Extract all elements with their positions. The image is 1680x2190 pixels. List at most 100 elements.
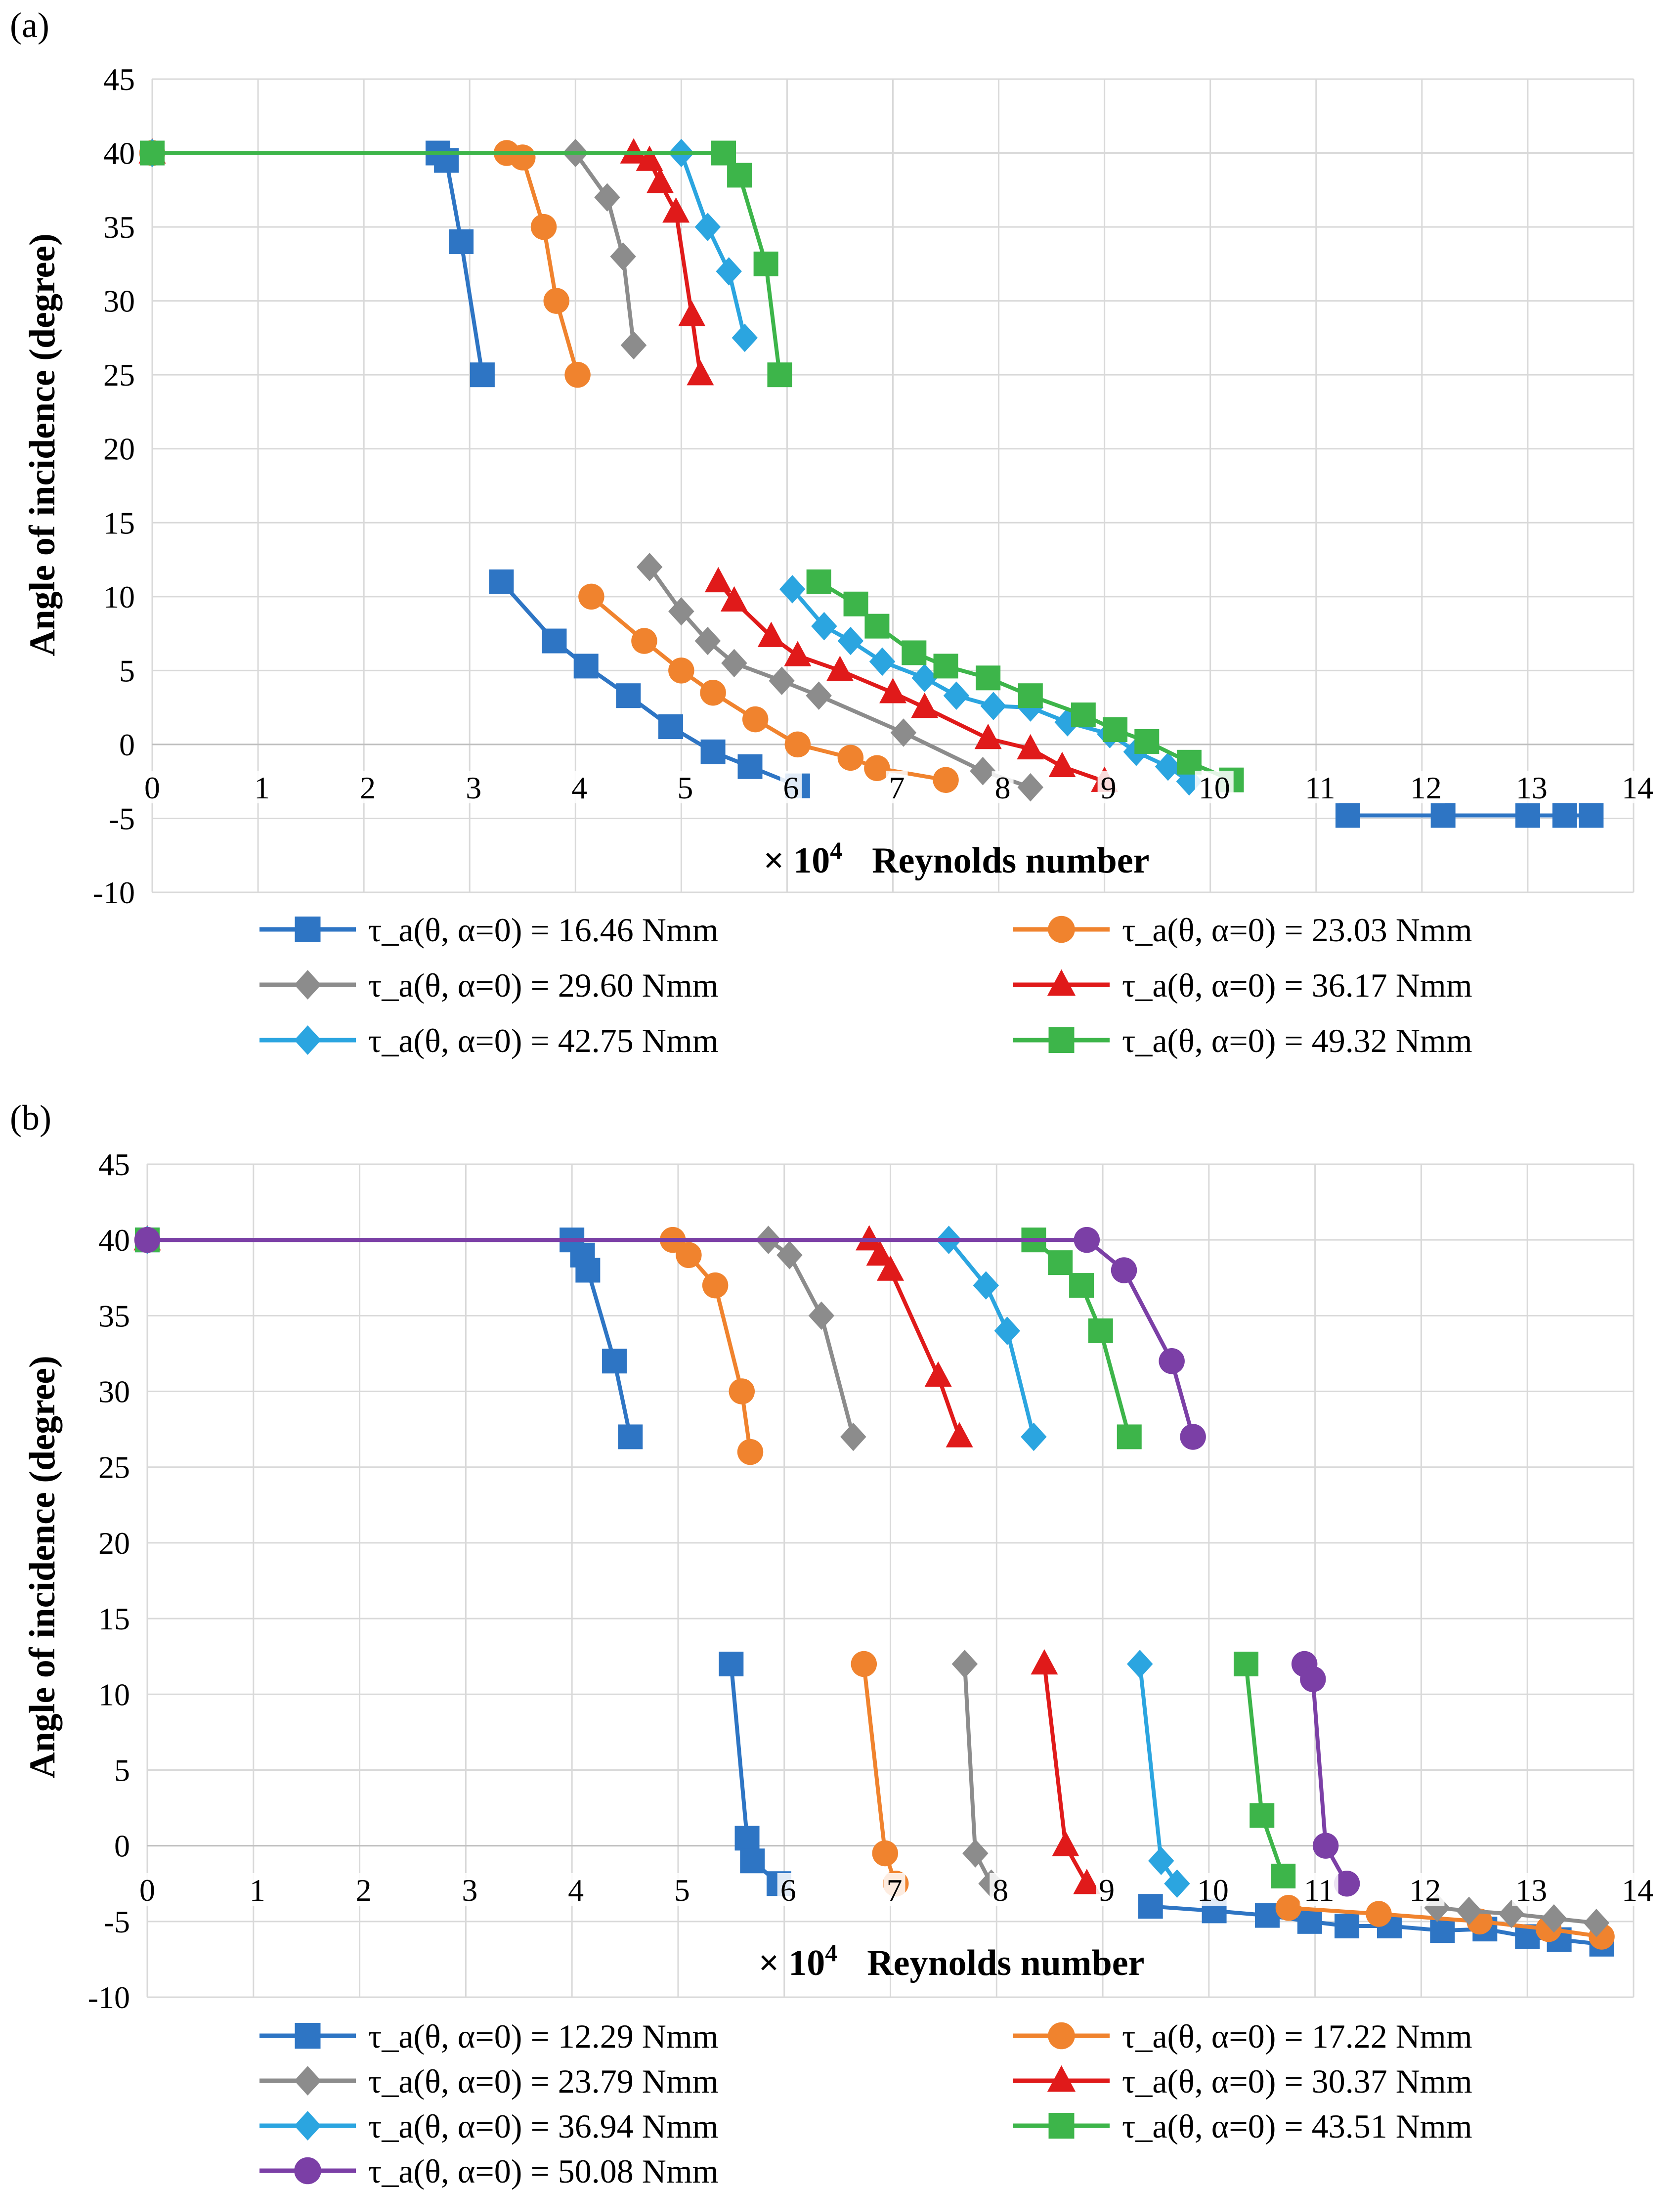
x-tick-label: 9: [1099, 1873, 1115, 1908]
legend-marker: [1048, 2022, 1075, 2050]
series-6: [140, 140, 1244, 792]
series-4: [133, 1225, 1101, 1894]
y-tick-label: 35: [98, 1298, 130, 1333]
legend-label: τ_a(θ, α=0) = 43.51 Nmm: [1122, 2107, 1472, 2145]
legend-marker: [294, 1025, 321, 1055]
y-tick-label: 20: [103, 432, 135, 467]
data-point: [1456, 1896, 1482, 1926]
x-tick-label: 11: [1305, 770, 1335, 805]
legend-label: τ_a(θ, α=0) = 23.79 Nmm: [368, 2062, 719, 2100]
y-tick-label: -5: [109, 801, 135, 836]
data-point: [1134, 729, 1160, 754]
data-point: [543, 288, 570, 314]
data-point: [687, 360, 714, 386]
data-point: [1103, 717, 1128, 742]
x-tick-label: 13: [1515, 1873, 1547, 1908]
data-point: [973, 1271, 999, 1300]
data-point: [837, 626, 864, 656]
x-tick-label: 3: [462, 1873, 477, 1908]
data-point: [1018, 683, 1043, 708]
y-tick-label: -10: [93, 875, 135, 910]
x-tick-bg: [459, 1873, 481, 1906]
data-point: [721, 649, 747, 678]
data-point: [1074, 1226, 1100, 1253]
data-point: [1249, 1803, 1275, 1828]
data-point: [976, 665, 1001, 691]
data-point: [1335, 1914, 1360, 1939]
x-tick-label: 8: [992, 1873, 1008, 1908]
data-point: [779, 575, 806, 604]
data-point: [732, 323, 758, 352]
data-point: [970, 756, 996, 786]
x-tick-label: 2: [360, 770, 376, 805]
data-point: [933, 767, 959, 793]
y-tick-label: 0: [114, 1829, 130, 1864]
x-tick-label: 4: [568, 1873, 584, 1908]
legend-label: τ_a(θ, α=0) = 30.37 Nmm: [1122, 2062, 1472, 2100]
x-tick-label: 7: [887, 1873, 903, 1908]
x-tick-label: 0: [139, 1873, 155, 1908]
data-point: [1300, 1666, 1326, 1692]
legend-item: τ_a(θ, α=0) = 42.75 Nmm: [259, 1022, 719, 1059]
data-point: [742, 706, 769, 733]
data-point: [1048, 751, 1076, 778]
series-2: [139, 140, 959, 793]
data-point: [1234, 1652, 1259, 1676]
data-point: [924, 1361, 952, 1387]
data-point: [610, 242, 636, 271]
series-1: [140, 140, 1604, 828]
data-point: [784, 641, 812, 666]
data-point: [864, 755, 890, 782]
legend-item: τ_a(θ, α=0) = 43.51 Nmm: [1013, 2107, 1472, 2145]
data-point: [578, 583, 604, 610]
data-point: [890, 718, 917, 747]
x-tick-bg: [565, 1873, 587, 1906]
data-point: [662, 197, 690, 223]
y-tick-label: 5: [114, 1752, 130, 1788]
data-point: [727, 163, 752, 188]
series-line: [147, 1238, 1131, 1438]
data-point: [943, 681, 970, 710]
data-point: [668, 597, 694, 626]
data-point: [602, 1349, 627, 1374]
x-tick-label: 4: [571, 770, 587, 805]
legend-label: τ_a(θ, α=0) = 29.60 Nmm: [368, 966, 719, 1004]
data-point: [140, 140, 165, 166]
panel-label: (a): [10, 5, 49, 45]
y-tick-label: 40: [98, 1223, 130, 1258]
data-point: [933, 654, 958, 679]
y-tick-label: 35: [103, 210, 135, 245]
x-tick-bg: [1512, 1873, 1551, 1906]
legend-marker: [295, 917, 321, 942]
x-tick-label: 6: [780, 1873, 796, 1908]
data-point: [636, 145, 663, 171]
y-tick-label: 45: [98, 1147, 130, 1182]
series-line: [147, 1238, 633, 1438]
legend-label: τ_a(θ, α=0) = 23.03 Nmm: [1122, 911, 1472, 949]
data-point: [594, 183, 620, 212]
series-5: [134, 1226, 1190, 1898]
series-line: [152, 151, 580, 376]
legend-marker: [294, 970, 321, 1000]
legend: τ_a(θ, α=0) = 16.46 Nmm τ_a(θ, α=0) = 23.…: [259, 911, 1472, 1059]
y-tick-label: 25: [98, 1450, 130, 1485]
data-point: [729, 1378, 755, 1404]
data-point: [1254, 1903, 1280, 1928]
data-point: [1126, 1650, 1153, 1678]
y-tick-label: 0: [119, 727, 135, 762]
data-point: [962, 1839, 989, 1868]
legend-item: τ_a(θ, α=0) = 36.94 Nmm: [259, 2107, 719, 2145]
data-point: [776, 1241, 803, 1270]
legend-marker: [295, 2023, 321, 2049]
x-tick-label: 12: [1410, 770, 1442, 805]
data-point: [1021, 1422, 1047, 1451]
data-point: [716, 257, 742, 286]
y-tick-label: -10: [88, 1980, 130, 2015]
legend-label: τ_a(θ, α=0) = 49.32 Nmm: [1122, 1022, 1472, 1059]
data-point: [740, 1848, 765, 1874]
data-point: [700, 679, 726, 706]
data-point: [694, 213, 721, 241]
x-tick-label: 13: [1516, 770, 1548, 805]
x-axis-label: × 104 Reynolds number: [759, 1939, 1145, 1983]
data-point: [869, 647, 896, 676]
